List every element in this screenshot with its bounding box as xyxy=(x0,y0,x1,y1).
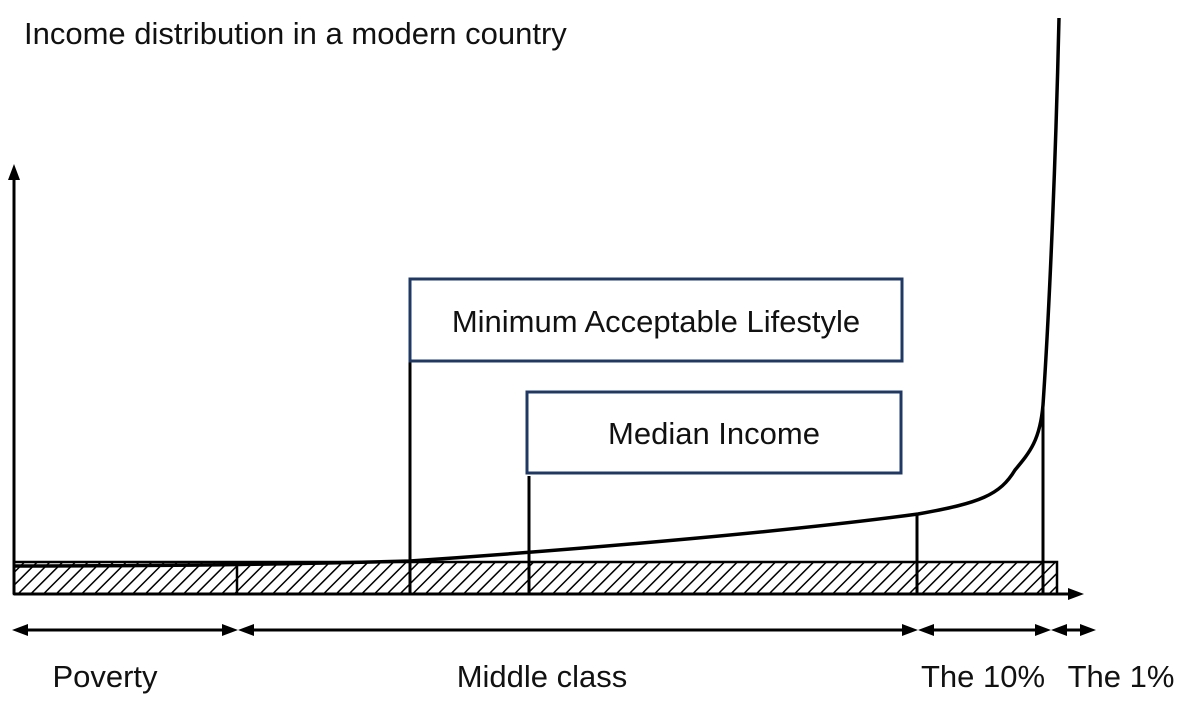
poverty-bracket xyxy=(12,624,238,636)
median-income-box xyxy=(525,390,903,475)
poverty-label: Poverty xyxy=(52,659,158,694)
top-1-bracket xyxy=(1051,624,1096,636)
minimum-lifestyle-box xyxy=(408,277,904,363)
top-10-bracket xyxy=(918,624,1051,636)
y-axis-arrowhead xyxy=(8,164,20,180)
median-income-label: Median Income xyxy=(608,416,820,451)
x-axis-arrowhead xyxy=(1068,588,1084,600)
top-10-label: The 10% xyxy=(921,659,1045,694)
middle-class-bracket xyxy=(238,624,918,636)
minimum-lifestyle-label: Minimum Acceptable Lifestyle xyxy=(452,304,860,339)
middle-class-label: Middle class xyxy=(457,659,628,694)
hatched-base-band xyxy=(12,560,1059,596)
diagram-title: Income distribution in a modern country xyxy=(24,16,567,51)
top-1-label: The 1% xyxy=(1068,659,1175,694)
